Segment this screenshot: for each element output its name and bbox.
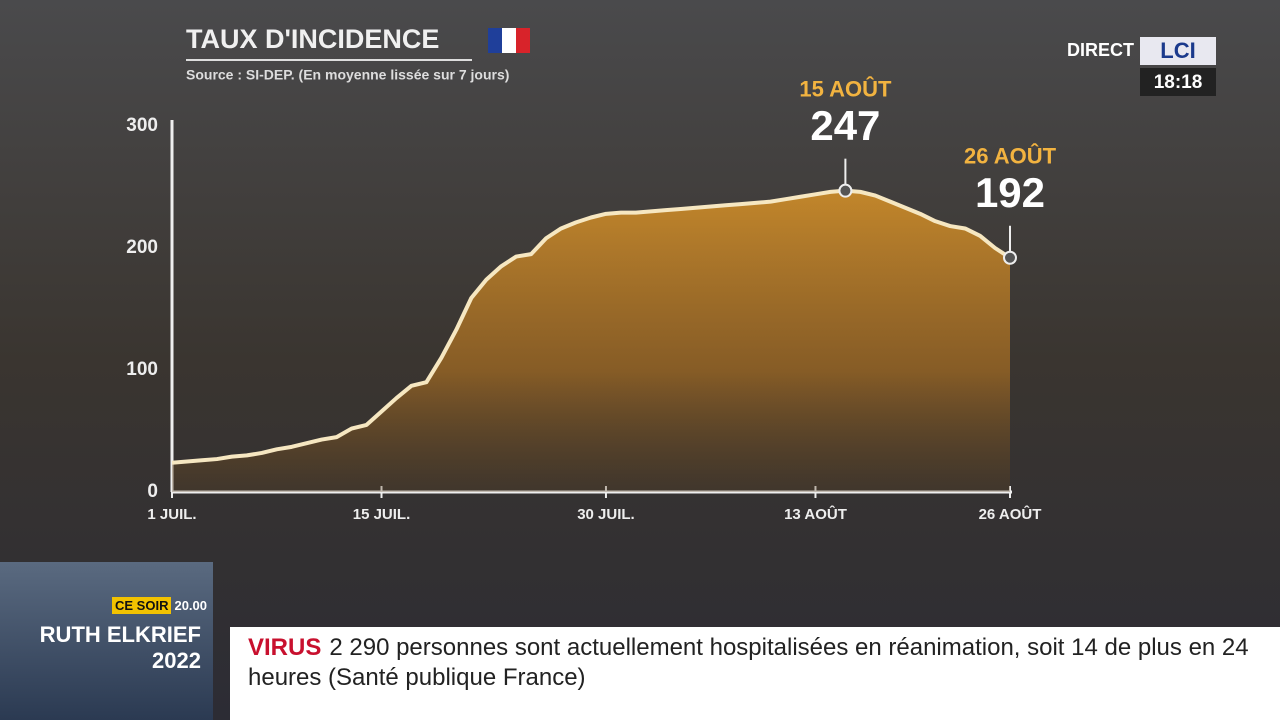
x-tick-label: 30 JUIL. [577,506,635,523]
annotation-point [1003,250,1017,265]
promo-show: RUTH ELKRIEF [39,622,201,647]
chart-subtitle: Source : SI-DEP. (En moyenne lissée sur … [186,67,509,83]
x-tick-label: 13 AOÛT [784,505,847,523]
annotation-point [838,183,853,198]
ticker-text: 2 290 personnes sont actuellement hospit… [248,634,1249,691]
channel-name: LCI [1160,38,1195,63]
annotation-date: 15 AOÛT [799,76,892,101]
y-tick-label: 200 [126,237,158,258]
promo-box: CE SOIR 20.00 RUTH ELKRIEF 2022 [0,562,213,720]
annotation-date: 26 AOÛT [964,144,1057,169]
y-tick-label: 0 [147,481,158,502]
x-tick-label: 26 AOÛT [979,505,1042,523]
ticker-tag: VIRUS [248,634,322,661]
annotation-value: 192 [975,169,1045,216]
y-tick-label: 100 [126,359,158,380]
clock-box [1140,68,1216,96]
area [172,190,1010,492]
line [171,188,1012,465]
flag [488,28,530,53]
y-tick-label: 300 [126,115,158,136]
news-ticker: VIRUS 2 290 personnes sont actuellement h… [230,627,1280,720]
x-tick-label: 15 JUIL. [353,506,411,523]
channel-logo [1140,37,1216,65]
x-tick-label: 1 JUIL. [147,506,196,523]
live-label: DIRECT [1067,40,1134,60]
annotation-value: 247 [810,102,880,149]
clock: 18:18 [1154,72,1203,93]
promo-when: CE SOIR [112,597,172,614]
chart-title: TAUX D'INCIDENCE [186,24,439,54]
promo-hour: 20.00 [174,598,208,613]
promo-year: 2022 [152,648,201,673]
